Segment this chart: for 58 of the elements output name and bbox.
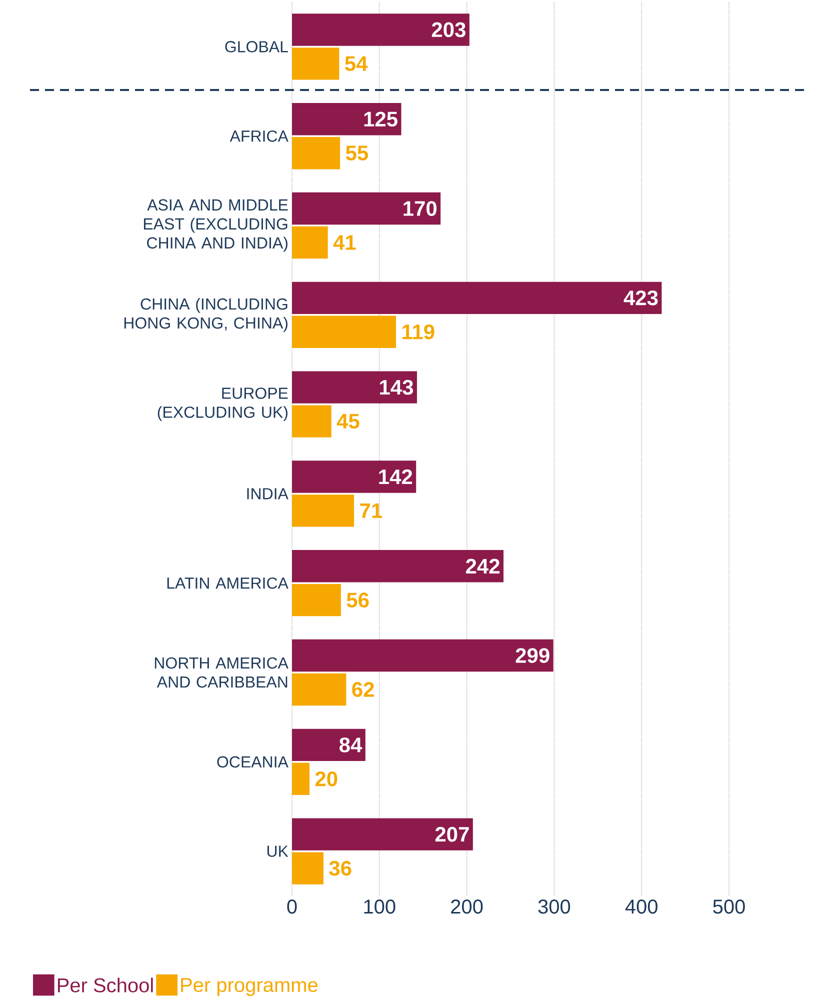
data-label: 125 (364, 112, 398, 127)
data-label: 62 (352, 682, 374, 697)
x-tick-label: 500 (713, 900, 745, 914)
y-tick-label: GLOBAL (225, 41, 288, 52)
bar (292, 371, 417, 404)
data-label: 36 (329, 860, 352, 876)
bar (292, 405, 332, 438)
data-label: 20 (315, 771, 338, 786)
bar (292, 226, 328, 259)
y-tick-label: ASIA AND MIDDLE EAST (EXCLUDING CHINA AND INDIA) (144, 199, 288, 252)
data-label: 54 (345, 56, 368, 72)
bar (292, 852, 324, 884)
x-tick-label: 100 (364, 900, 396, 914)
data-label: 299 (516, 648, 550, 663)
x-tick-label: 300 (538, 900, 570, 914)
bar (292, 818, 473, 850)
y-tick-label: OCEANIA (217, 756, 288, 768)
bar (292, 192, 441, 225)
bar (292, 728, 366, 762)
data-label: 170 (404, 201, 437, 216)
y-tick-label: UK (267, 846, 288, 857)
data-label: 41 (333, 235, 356, 250)
bar (292, 103, 402, 136)
bar (292, 584, 341, 616)
bar (292, 460, 416, 493)
data-label: 71 (360, 503, 382, 518)
bar (292, 316, 396, 348)
data-label: 119 (402, 324, 434, 340)
y-tick-label: AFRICA (230, 130, 288, 142)
bar (292, 282, 662, 314)
data-label: 242 (466, 558, 500, 574)
x-tick-label: 200 (451, 900, 483, 914)
legend-label: Per School (58, 978, 153, 992)
data-label: 207 (435, 826, 469, 842)
x-tick-label: 0 (287, 900, 297, 914)
data-label: 45 (336, 414, 360, 429)
data-label: 143 (380, 380, 414, 395)
bar (292, 550, 504, 582)
data-label: 203 (432, 22, 466, 38)
data-label: 55 (346, 146, 368, 160)
bar (292, 137, 340, 170)
y-tick-label: EUROPE (EXCLUDING UK) (158, 388, 288, 422)
legend-label: Per programme (181, 978, 318, 996)
data-label: 56 (346, 592, 369, 608)
y-tick-label: NORTH AMERICA AND CARIBBEAN (154, 657, 288, 688)
bar (292, 762, 310, 795)
bar (292, 673, 346, 706)
data-label: 84 (340, 737, 362, 752)
y-tick-label: CHINA (INCLUDING HONG KONG, CHINA) (124, 298, 288, 332)
data-label: 142 (379, 469, 412, 484)
bar (292, 639, 554, 672)
bar (292, 494, 354, 527)
y-tick-label: INDIA (247, 488, 288, 500)
bar (292, 14, 470, 46)
data-label: 423 (624, 290, 658, 306)
y-tick-label: LATIN AMERICA (167, 577, 288, 589)
bar (292, 48, 340, 80)
x-tick-label: 400 (625, 900, 658, 914)
